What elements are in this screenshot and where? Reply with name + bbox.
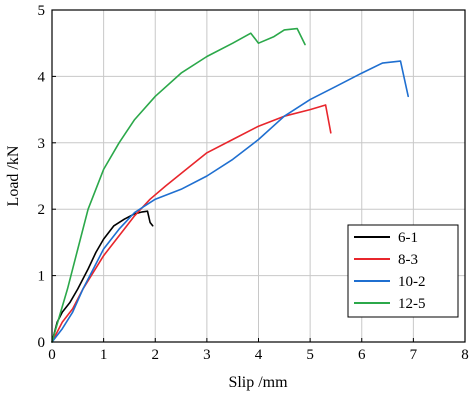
x-tick-label: 1 (100, 347, 108, 363)
series-line-8-3 (51, 104, 332, 343)
y-tick-label: 3 (38, 136, 46, 152)
y-tick-label: 1 (38, 269, 46, 285)
y-tick-label: 0 (38, 335, 46, 351)
series-line-6-1 (51, 210, 154, 343)
x-tick-label: 7 (410, 347, 418, 363)
x-tick-label: 0 (48, 347, 56, 363)
legend-label-8-3: 8-3 (398, 252, 418, 268)
series-line-10-2 (51, 60, 410, 343)
legend-label-10-2: 10-2 (398, 274, 426, 290)
x-tick-label: 6 (358, 347, 366, 363)
x-tick-label: 5 (306, 347, 314, 363)
legend: 6-1 8-3 10-2 12-5 (347, 224, 459, 318)
y-axis-label: Load /kN (5, 145, 22, 206)
y-ticks: 0 1 2 3 4 5 (38, 3, 56, 351)
grid (51, 9, 466, 343)
y-tick-label: 5 (38, 3, 46, 19)
x-tick-label: 8 (461, 347, 469, 363)
x-tick-label: 3 (203, 347, 211, 363)
legend-label-6-1: 6-1 (398, 230, 418, 246)
x-ticks: 0 1 2 3 4 5 6 7 8 (48, 338, 469, 363)
x-tick-label: 4 (255, 347, 263, 363)
series-group (51, 27, 410, 343)
series-line-12-5 (51, 27, 306, 343)
x-tick-label: 2 (152, 347, 160, 363)
y-tick-label: 2 (38, 202, 46, 218)
legend-box (347, 224, 459, 318)
y-tick-label: 4 (38, 69, 46, 85)
x-axis-label: Slip /mm (228, 374, 288, 391)
legend-label-12-5: 12-5 (398, 296, 426, 312)
